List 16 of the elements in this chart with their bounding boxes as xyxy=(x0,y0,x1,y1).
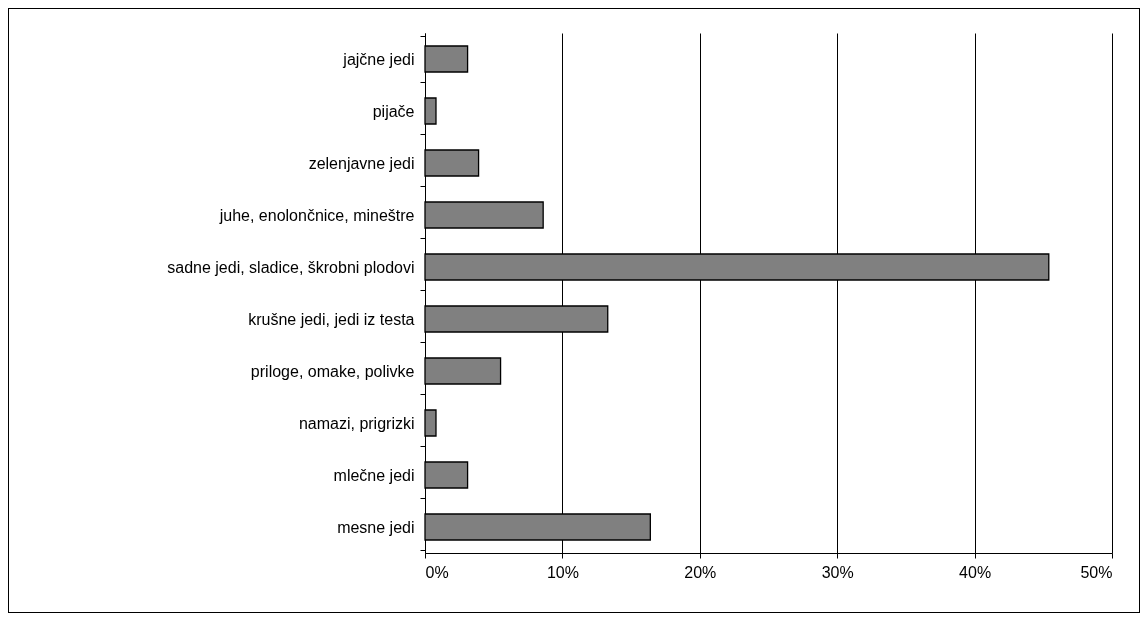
x-tick-label: 0% xyxy=(425,563,449,581)
y-tick-label: priloge, omake, polivke xyxy=(250,362,415,380)
x-tick-label: 10% xyxy=(546,563,579,581)
y-tick-label: namazi, prigrizki xyxy=(298,414,415,432)
x-tick-label: 30% xyxy=(821,563,854,581)
x-tick-label: 20% xyxy=(684,563,717,581)
y-tick-label: pijače xyxy=(372,102,415,120)
y-tick-label: mlečne jedi xyxy=(333,466,415,484)
y-tick-label: krušne jedi, jedi iz testa xyxy=(248,310,415,328)
y-tick-label: mesne jedi xyxy=(337,518,415,536)
x-tick-label: 40% xyxy=(959,563,992,581)
y-tick-label: zelenjavne jedi xyxy=(308,154,415,172)
y-tick-label: sadne jedi, sladice, škrobni plodovi xyxy=(167,258,415,276)
y-tick-label: juhe, enolončnice, mineštre xyxy=(218,206,415,224)
x-tick-label: 50% xyxy=(1080,563,1113,581)
y-tick-label: jajčne jedi xyxy=(342,50,415,68)
